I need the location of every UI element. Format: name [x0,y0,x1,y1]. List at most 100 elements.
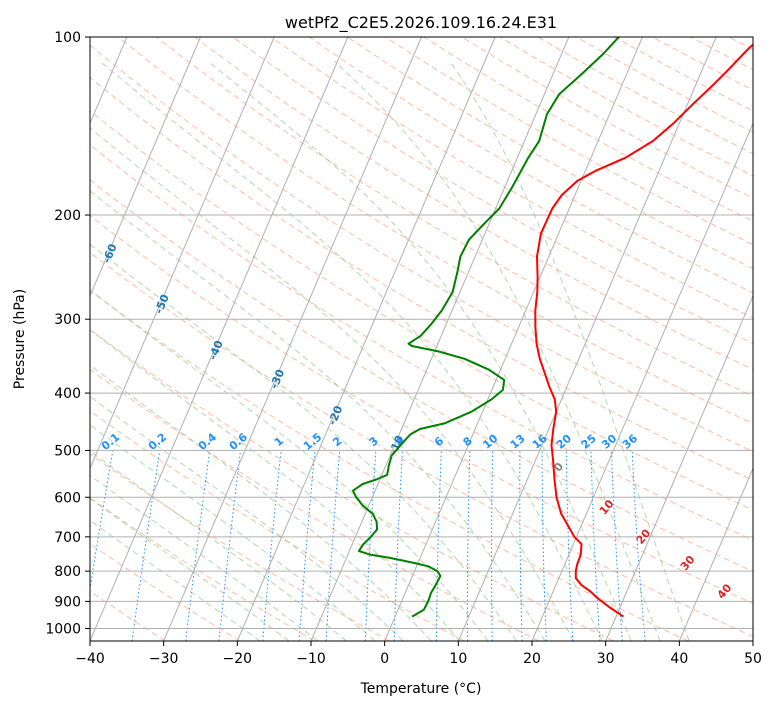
mixing-ratio-label: 30 [599,432,619,452]
y-axis: 100 200 300 400 500 600 700 800 900 1000 [45,30,90,637]
dry-adiabat-line [90,76,753,482]
dry-adiabat-line [90,410,465,641]
moist-adiabat-line [90,519,261,641]
x-axis: −40 −30 −20 −10 0 10 20 30 40 50 [75,641,762,667]
dry-adiabat-line [347,37,753,270]
y-tick-label: 700 [54,530,81,546]
isotherm-line [531,122,753,641]
dry-adiabat-line [270,37,753,319]
isotherm-line [752,639,753,641]
dry-adiabat-label: -80 [0,145,14,169]
moist-adiabat-line [207,61,632,641]
y-tick-label: 200 [54,208,81,224]
dry-adiabat-line [156,37,753,397]
x-tick-label: −20 [223,651,253,667]
moist-adiabat-line [90,289,489,641]
dry-adiabat-line [90,179,753,572]
moist-adiabat-line [90,329,461,641]
mixing-ratio-line [519,450,523,641]
mixing-ratio-label: 6 [432,434,446,449]
dry-adiabat-line [90,214,753,605]
mixing-ratio-label: 13 [508,432,528,452]
mixing-ratio-label: 25 [579,432,599,452]
mixing-ratio-line [218,450,241,641]
x-tick-label: 30 [597,651,615,667]
dry-adiabat-line [90,368,540,641]
mixing-ratio-label: 0.4 [196,430,220,453]
dewpoint-profile [352,37,620,618]
dry-adiabat-line [90,328,614,641]
mixing-ratio-line [185,450,211,641]
moist-adiabat-label: 20 [634,526,654,546]
dry-adiabat-line [423,37,753,222]
y-tick-label: 300 [54,312,81,328]
mixing-ratio-label: 8 [461,434,475,449]
moist-adiabat-line [99,61,603,641]
dry-adiabat-line [461,37,753,199]
mixing-ratio-line [590,450,601,641]
moist-adiabat-line [90,395,404,641]
mixing-ratio-line [262,450,282,641]
mixing-ratio-label: 1 [272,434,286,449]
dry-adiabat-line [537,37,753,155]
dry-adiabat-line [194,37,753,371]
mixing-ratio-line [491,450,494,641]
mixing-ratio-line [466,450,471,641]
dry-adiabat-label: -50 [152,292,172,316]
dry-adiabat-line [652,37,753,91]
x-tick-label: −40 [75,651,105,667]
mixing-ratio-line [90,450,114,592]
moist-adiabat-line [90,424,376,641]
guide-labels: -100-90-80-70-60-50-40-30-20-100.10.20.4… [0,145,735,602]
y-tick-label: 400 [54,386,81,402]
mixing-ratio-line [364,450,377,641]
x-tick-label: 10 [449,651,467,667]
dry-adiabat-line [90,543,241,641]
y-tick-label: 100 [54,30,81,46]
dry-adiabat-line [90,144,753,541]
x-tick-label: 20 [523,651,541,667]
x-tick-label: −10 [296,651,326,667]
y-axis-title: Pressure (hPa) [12,289,28,389]
isotherm-line [90,37,349,641]
dry-adiabat-line [232,37,753,345]
dry-adiabat-line [728,37,753,50]
dry-adiabat-line [90,251,753,638]
isotherm-line [90,37,275,470]
mixing-ratio-label: 2 [330,434,344,449]
plot-frame [89,36,754,642]
moist-adiabat-line [90,450,347,641]
mixing-ratio-label: 1.5 [301,430,324,452]
mixing-ratio-line [393,450,403,641]
pressure-gridlines [90,37,753,629]
temperature-profile [534,43,753,618]
y-tick-label: 900 [54,594,81,610]
isotherm-line [310,37,570,641]
x-axis-title: Temperature (°C) [360,681,482,697]
x-tick-label: 40 [670,651,688,667]
moist-adiabat-line [90,474,319,641]
isotherm-line [457,37,717,641]
dry-adiabat-line [90,497,315,641]
moist-adiabat-line [90,497,290,641]
dry-adiabat-line [767,37,775,641]
x-tick-label: −30 [149,651,179,667]
y-tick-label: 600 [54,490,81,506]
moist-adiabat-label: 40 [715,581,735,601]
moist-adiabat-lines [90,61,690,641]
moist-adiabat-line [90,364,432,641]
isotherm-line [384,37,643,641]
mixing-ratio-label: 3 [367,434,381,449]
moist-adiabat-line [90,127,575,641]
x-tick-label: 50 [744,651,762,667]
dry-adiabat-line [690,37,753,71]
isotherm-line [678,467,753,641]
y-tick-label: 800 [54,564,81,580]
moist-adiabat-line [90,190,546,641]
isotherm-line [90,37,201,298]
y-tick-label: 1000 [45,621,81,637]
isotherm-line [605,294,753,641]
mixing-ratio-label: 0.2 [146,430,169,452]
y-tick-label: 500 [54,443,81,459]
